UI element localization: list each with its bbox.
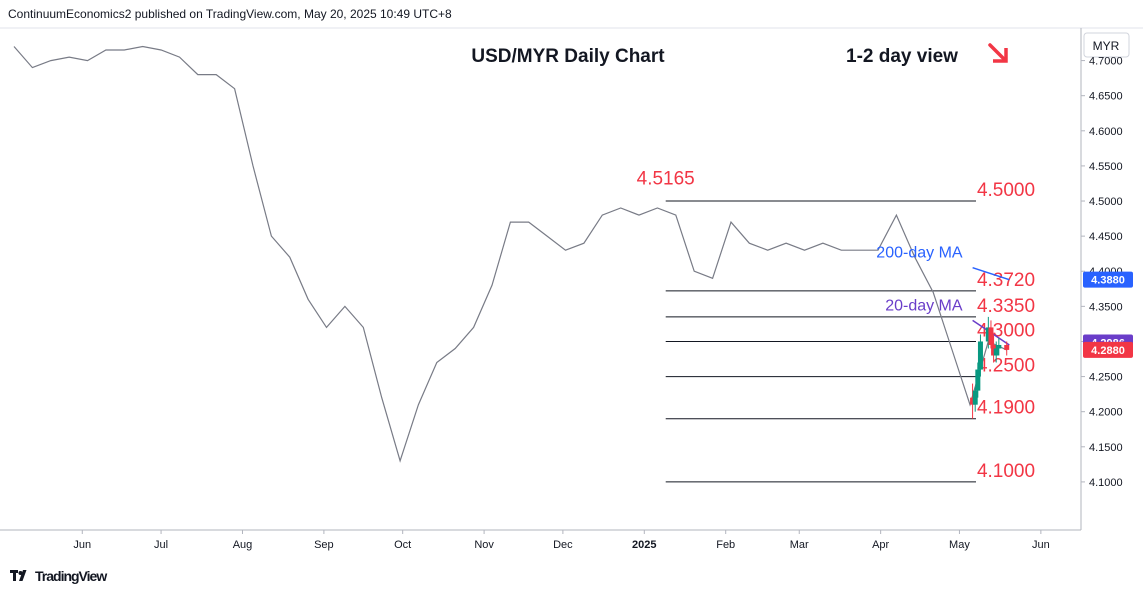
y-tick-label: 4.6500 [1089, 91, 1123, 103]
candle-body [975, 369, 981, 391]
x-tick-label: 2025 [632, 539, 656, 551]
x-tick-label: Feb [716, 539, 735, 551]
price-badge-label: 4.3880 [1091, 275, 1125, 287]
chart-subtitle: 1-2 day view [846, 46, 958, 67]
candle-body [988, 327, 994, 345]
arrow-down-right-icon [988, 43, 1008, 63]
x-tick-label: May [949, 539, 970, 551]
y-tick-label: 4.5500 [1089, 161, 1123, 173]
level-label: 4.3350 [977, 296, 1035, 317]
y-tick-label: 4.3500 [1089, 301, 1123, 313]
price-chart[interactable]: MYR 4.7000 4.6500 4.6000 4.5500 4.5000 4.4500… [0, 0, 1143, 565]
candle-body [972, 390, 978, 405]
publisher-line: ContinuumEconomics2 published on Trading… [8, 7, 452, 21]
y-tick-label: 4.6000 [1089, 126, 1123, 138]
y-tick-label: 4.5000 [1089, 196, 1123, 208]
level-label: 4.2500 [977, 356, 1035, 377]
currency-label: MYR [1093, 39, 1120, 53]
candle-body [1004, 344, 1010, 350]
level-label: 4.5165 [637, 168, 695, 189]
level-label: 4.1900 [977, 398, 1035, 419]
series-label: 200-day MA [876, 245, 963, 262]
y-tick-label: 4.1000 [1089, 477, 1123, 489]
price-history [13, 45, 1007, 463]
x-axis-ticks: Jun Jul Aug Sep Oct Nov Dec 2025 Feb Mar Apr May Jun [73, 530, 1050, 551]
candle-body [977, 341, 983, 370]
x-tick-label: Sep [314, 539, 334, 551]
level-label: 4.3720 [977, 270, 1035, 291]
level-label: 4.1000 [977, 461, 1035, 482]
x-tick-label: Aug [233, 539, 253, 551]
price-badge-label: 4.2880 [1091, 345, 1125, 357]
candle-body [970, 397, 976, 405]
currency-box [1083, 32, 1130, 58]
x-tick-label: Mar [790, 539, 809, 551]
y-tick-label: 4.4500 [1089, 231, 1123, 243]
x-tick-label: Nov [474, 539, 494, 551]
x-tick-label: Apr [872, 539, 889, 551]
y-tick-label: 4.1500 [1089, 442, 1123, 454]
x-tick-label: Oct [394, 539, 411, 551]
tradingview-logo-icon [10, 570, 27, 581]
y-tick-label: 4.2000 [1089, 407, 1123, 419]
ma-line [972, 266, 1010, 281]
series-labels: 200-day MA 20-day MA [876, 245, 963, 315]
footer-brand: TradingView [35, 568, 107, 584]
y-tick-label: 4.2500 [1089, 372, 1123, 384]
candle-body [993, 348, 999, 356]
candle-body [991, 344, 997, 356]
x-tick-label: Jun [73, 539, 91, 551]
candles [970, 316, 1010, 419]
candle-body [985, 327, 991, 342]
price-badge [1083, 341, 1133, 358]
level-lines: 4.5165 4.5000 4.3720 4.3350 4.3000 4.2500 4.19… [637, 168, 1035, 483]
level-label: 4.5000 [977, 180, 1035, 201]
chart-title: USD/MYR Daily Chart [471, 46, 665, 67]
y-tick-label: 4.7000 [1089, 56, 1123, 68]
level-label: 4.3000 [977, 320, 1035, 341]
x-tick-label: Jul [154, 539, 168, 551]
price-badge [1083, 271, 1133, 288]
candle-body [996, 344, 1002, 349]
x-tick-label: Jun [1032, 539, 1050, 551]
price-history-line [13, 45, 1007, 463]
series-label: 20-day MA [885, 297, 963, 314]
footer: TradingView [10, 568, 107, 584]
x-tick-label: Dec [553, 539, 573, 551]
